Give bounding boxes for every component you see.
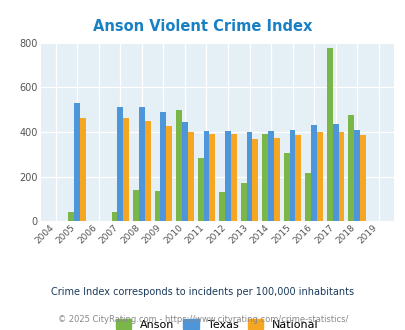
Bar: [326, 49, 332, 221]
Bar: [133, 190, 139, 221]
Bar: [160, 112, 166, 221]
Bar: [246, 132, 252, 221]
Bar: [338, 132, 343, 221]
Bar: [252, 139, 258, 221]
Bar: [166, 126, 172, 221]
Bar: [188, 132, 193, 221]
Bar: [154, 191, 160, 221]
Bar: [230, 134, 236, 221]
Bar: [283, 153, 289, 221]
Bar: [289, 130, 295, 221]
Bar: [267, 131, 273, 221]
Bar: [197, 158, 203, 221]
Bar: [359, 135, 365, 221]
Bar: [347, 115, 354, 221]
Bar: [203, 131, 209, 221]
Text: © 2025 CityRating.com - https://www.cityrating.com/crime-statistics/: © 2025 CityRating.com - https://www.city…: [58, 314, 347, 324]
Text: Crime Index corresponds to incidents per 100,000 inhabitants: Crime Index corresponds to incidents per…: [51, 287, 354, 297]
Bar: [144, 121, 150, 221]
Bar: [240, 183, 246, 221]
Bar: [74, 103, 80, 221]
Legend: Anson, Texas, National: Anson, Texas, National: [115, 319, 318, 330]
Bar: [123, 117, 129, 221]
Bar: [273, 138, 279, 221]
Bar: [311, 125, 316, 221]
Bar: [80, 117, 86, 221]
Bar: [117, 108, 123, 221]
Bar: [332, 124, 338, 221]
Bar: [139, 108, 144, 221]
Bar: [68, 212, 74, 221]
Bar: [219, 192, 224, 221]
Bar: [181, 122, 188, 221]
Bar: [354, 130, 359, 221]
Bar: [316, 132, 322, 221]
Bar: [176, 110, 181, 221]
Bar: [209, 134, 215, 221]
Bar: [224, 131, 230, 221]
Text: Anson Violent Crime Index: Anson Violent Crime Index: [93, 19, 312, 34]
Bar: [111, 212, 117, 221]
Bar: [305, 173, 311, 221]
Bar: [295, 135, 301, 221]
Bar: [262, 134, 267, 221]
